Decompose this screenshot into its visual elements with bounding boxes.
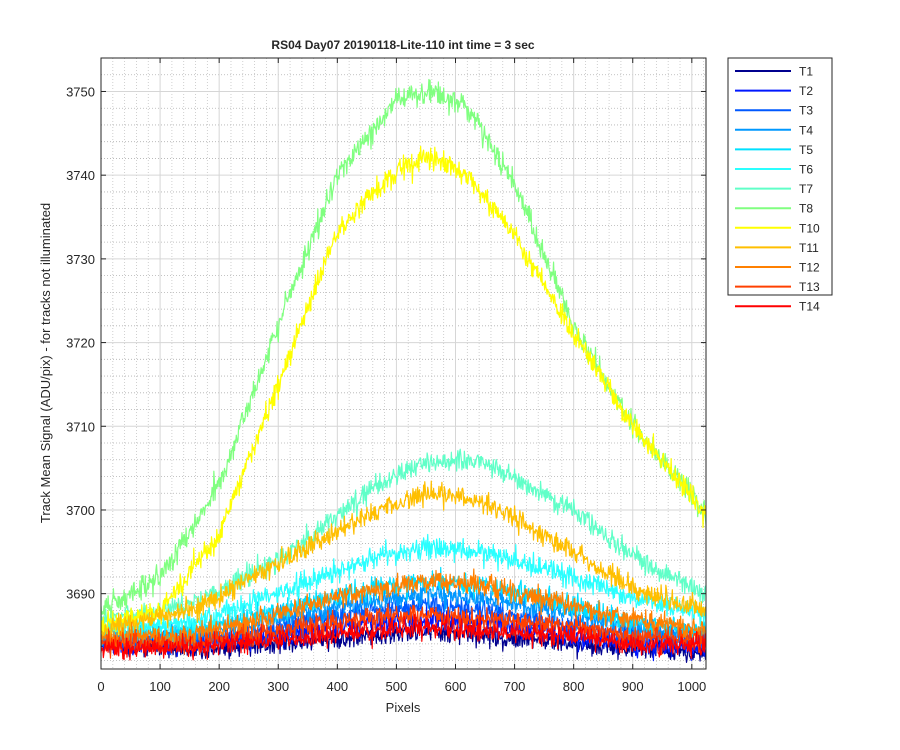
legend-label-t14: T14 (799, 300, 820, 314)
y-tick-label: 3740 (66, 168, 95, 183)
legend-label-t6: T6 (799, 163, 813, 177)
y-tick-label: 3700 (66, 503, 95, 518)
legend-box (727, 57, 833, 296)
legend-label-t12: T12 (799, 261, 820, 275)
y-tick-label: 3720 (66, 336, 95, 351)
x-tick-label: 0 (97, 679, 104, 694)
chart-title: RS04 Day07 20190118-Lite-110 int time = … (271, 38, 534, 52)
x-tick-label: 700 (504, 679, 526, 694)
series-line-t11 (101, 480, 706, 641)
plot-area-border (100, 57, 707, 670)
series-line-t14 (101, 613, 706, 661)
x-tick-label: 600 (445, 679, 467, 694)
legend-label-t7: T7 (799, 182, 813, 196)
legend-label-t8: T8 (799, 202, 813, 216)
legend: T1 T2 T3 T4 T5 T6 T7 T8 T10 T11 T12 T13 T14 (727, 57, 833, 314)
x-tick-label: 400 (326, 679, 348, 694)
legend-label-t11: T11 (799, 241, 819, 255)
y-tick-label: 3710 (66, 419, 95, 434)
legend-label-t2: T2 (799, 84, 813, 98)
legend-label-t4: T4 (799, 123, 813, 137)
series-line-t10 (101, 145, 706, 639)
y-tick-label: 3730 (66, 252, 95, 267)
legend-label-t3: T3 (799, 104, 813, 118)
y-tick-label: 3750 (66, 84, 95, 99)
legend-label-t13: T13 (799, 280, 820, 294)
legend-label-t1: T1 (799, 65, 813, 79)
x-tick-label: 800 (563, 679, 585, 694)
series-line-t12 (101, 568, 706, 651)
axis-ticks: 0 100 200 300 400 500 600 700 800 900 1000 3690 3700… (66, 58, 706, 694)
x-tick-label: 1000 (677, 679, 706, 694)
x-tick-label: 300 (267, 679, 289, 694)
series-lines (101, 78, 706, 663)
x-axis-label: Pixels (386, 700, 421, 715)
legend-label-t5: T5 (799, 143, 813, 157)
y-axis-label: Track Mean Signal (ADU/pix) - for tracks… (38, 203, 53, 523)
x-tick-label: 100 (149, 679, 171, 694)
x-tick-label: 500 (386, 679, 408, 694)
x-tick-label: 900 (622, 679, 644, 694)
legend-label-t10: T10 (799, 221, 820, 235)
y-tick-label: 3690 (66, 587, 95, 602)
x-tick-label: 200 (208, 679, 230, 694)
